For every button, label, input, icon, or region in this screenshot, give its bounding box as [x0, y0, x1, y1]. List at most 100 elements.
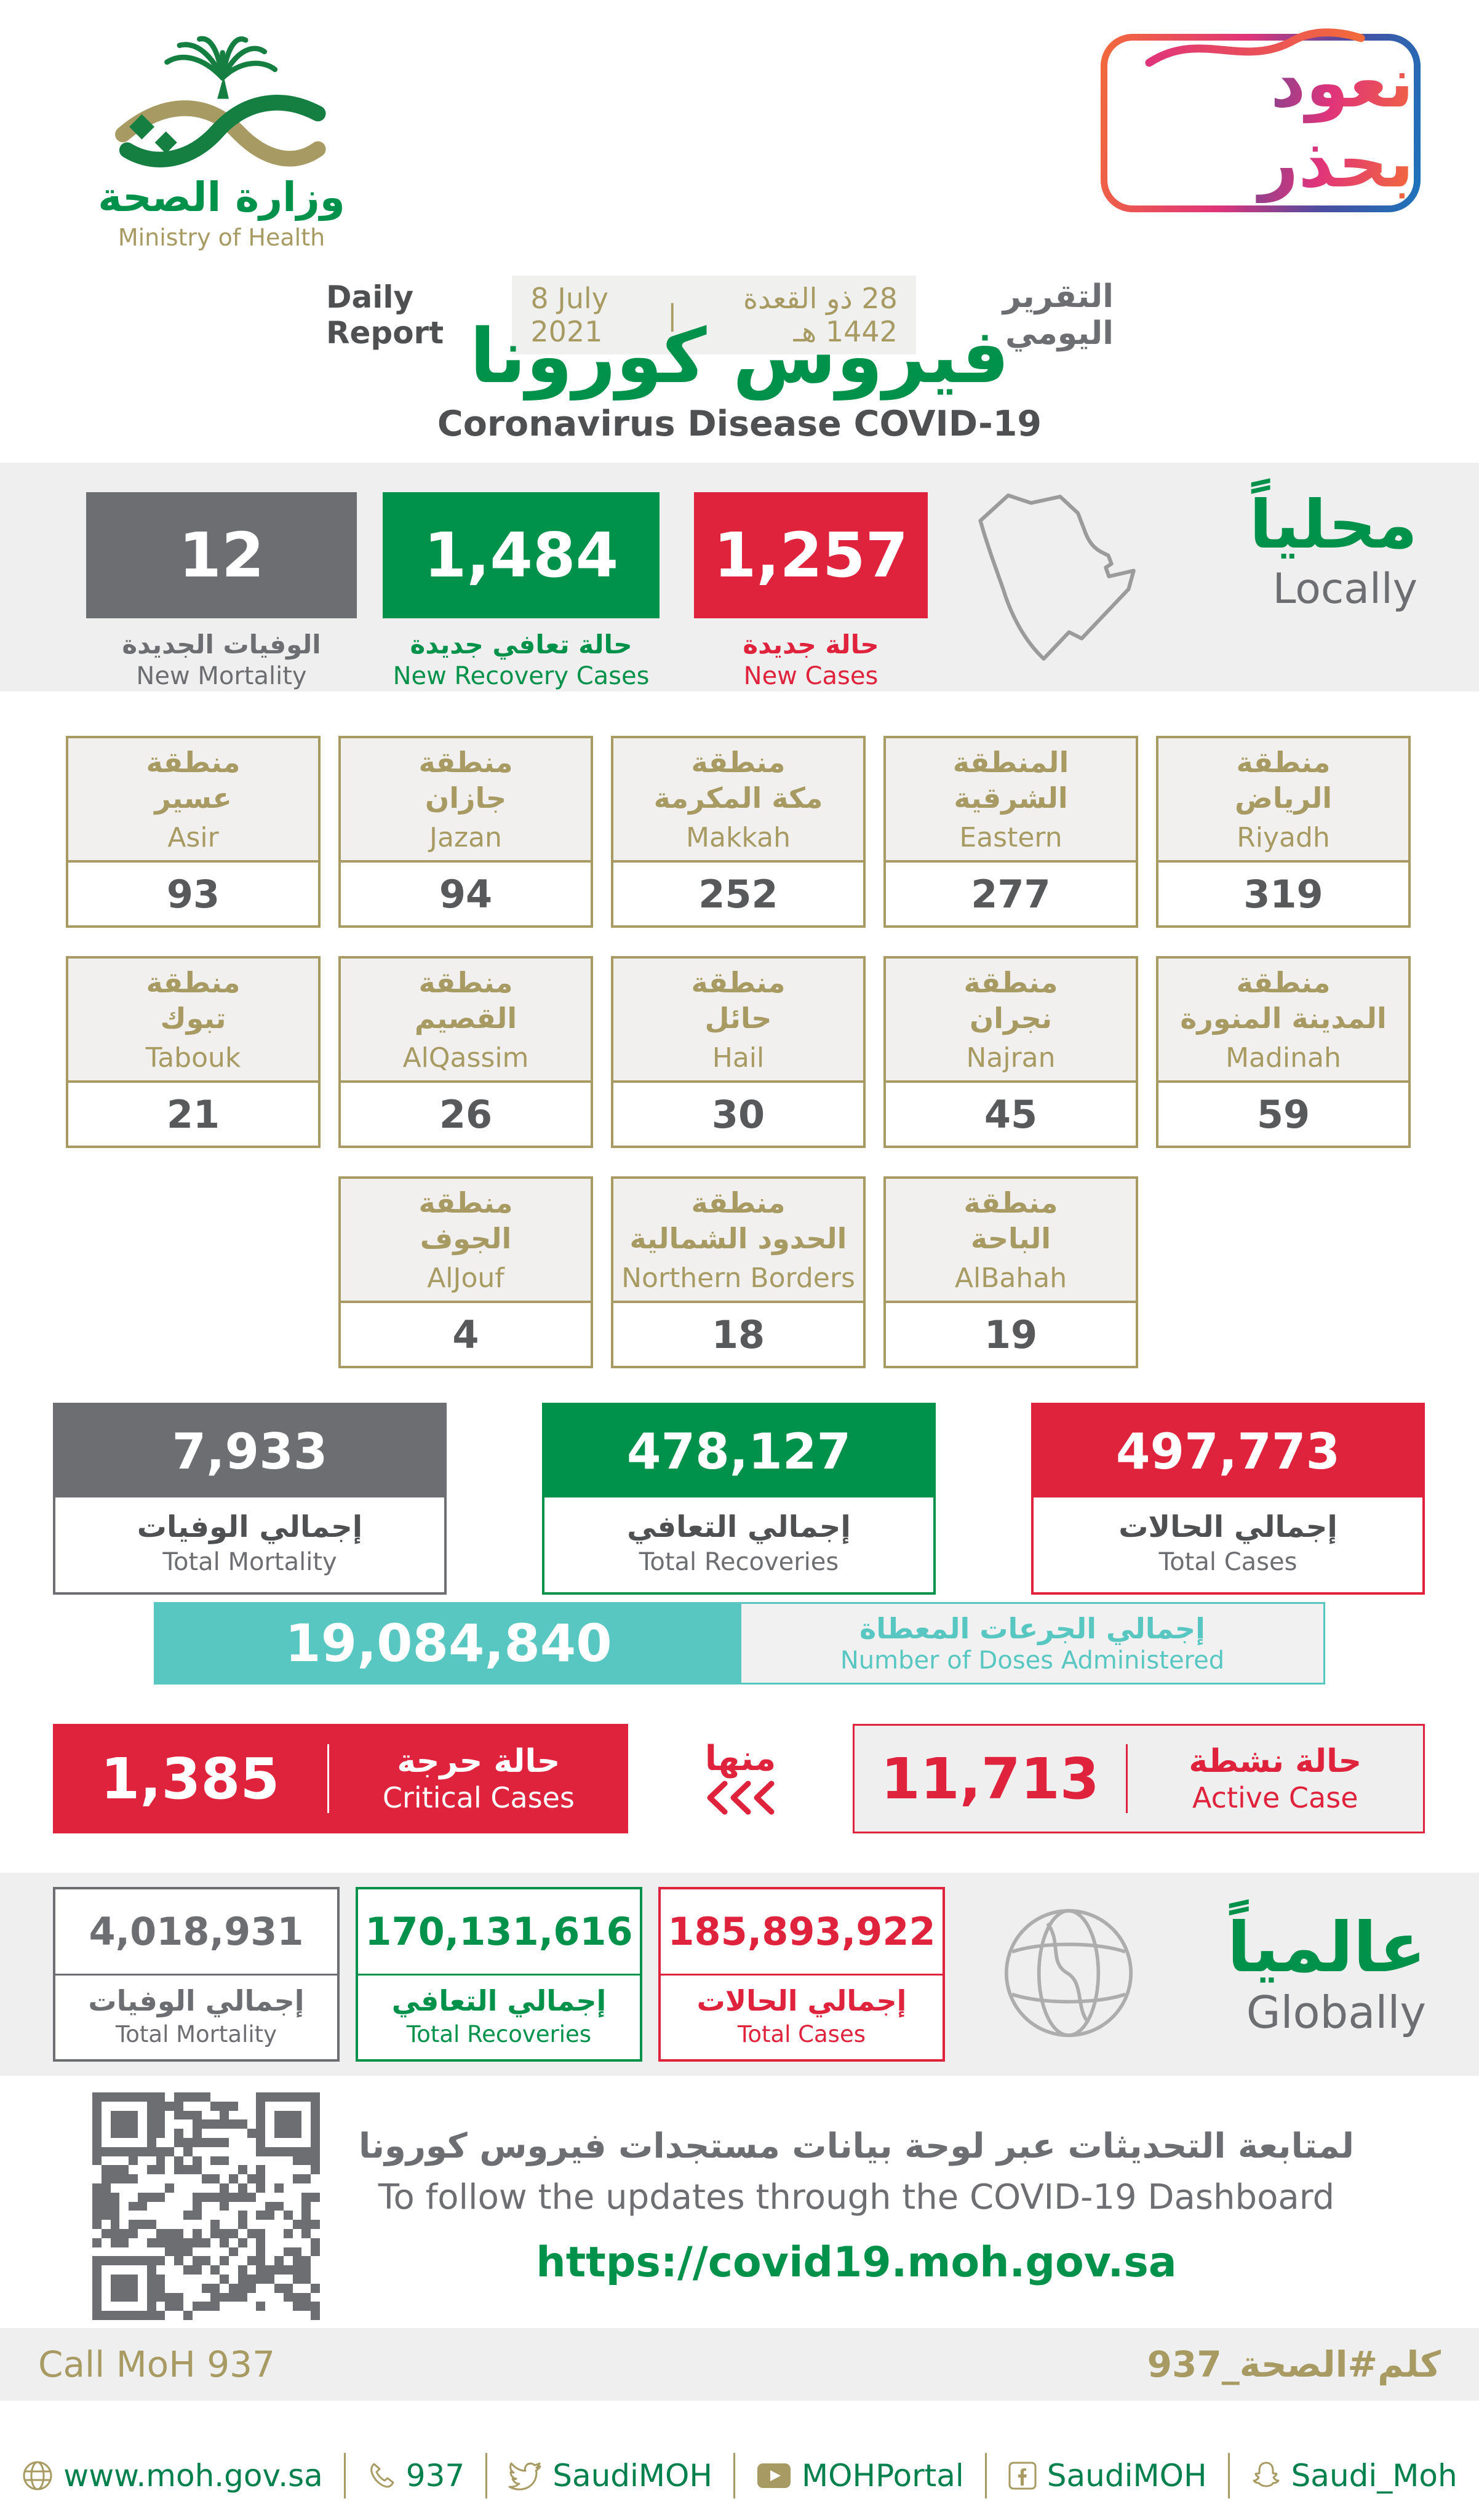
new-recovery-value-box: 1,484 — [383, 492, 660, 618]
region-value: 277 — [886, 863, 1136, 925]
new-cases-label-ar: حالة جديدة — [743, 629, 879, 660]
region-card-aljouf: منطقة الجوف AlJouf 4 — [338, 1176, 593, 1368]
region-value: 18 — [613, 1303, 863, 1366]
region-header: منطقة الحدود الشمالية Northern Borders — [613, 1179, 863, 1303]
region-ar-line2: الشرقية — [954, 781, 1068, 815]
region-card-najran: منطقة نجران Najran 45 — [883, 956, 1138, 1148]
globe-icon — [22, 2460, 54, 2492]
dashboard-url-link[interactable]: https://covid19.moh.gov.sa — [536, 2238, 1177, 2287]
region-header: منطقة تبوك Tabouk — [68, 959, 318, 1083]
dashboard-section: لمتابعة التحديثات عبر لوحة بيانات مستجدا… — [0, 2089, 1479, 2323]
logo-title-english: Ministry of Health — [118, 223, 325, 251]
gregorian-date: 8 July 2021 — [530, 282, 608, 348]
region-value: 319 — [1158, 863, 1408, 925]
new-cases-value-box: 1,257 — [694, 492, 928, 618]
divider — [1125, 1744, 1128, 1813]
region-ar-line2: الحدود الشمالية — [629, 1221, 847, 1255]
region-ar-line1: منطقة — [418, 1186, 513, 1219]
region-ar-line1: منطقة — [963, 1186, 1058, 1219]
total-recoveries-box: 478,127 إجمالي التعافي Total Recoveries — [542, 1403, 936, 1595]
region-header: منطقة الجوف AlJouf — [341, 1179, 591, 1303]
total-recoveries-value: 478,127 — [544, 1405, 933, 1497]
of-which-indicator: منها — [673, 1739, 808, 1819]
twitter-label: SaudiMOH — [552, 2458, 713, 2494]
critical-active-row: 1,385 حالة حرجة Critical Cases منها 11 — [53, 1720, 1425, 1837]
critical-cases-box: 1,385 حالة حرجة Critical Cases — [53, 1724, 628, 1833]
region-en: Makkah — [686, 822, 791, 853]
twitter-link[interactable]: SaudiMOH — [508, 2458, 712, 2494]
new-mortality-label-en: New Mortality — [136, 662, 307, 690]
facebook-label: SaudiMOH — [1046, 2458, 1207, 2494]
divider — [984, 2453, 987, 2498]
region-ar-line2: مكة المكرمة — [653, 781, 823, 815]
region-ar-line1: منطقة — [418, 966, 513, 999]
active-case-label-en: Active Case — [1192, 1781, 1358, 1814]
region-ar-line1: منطقة — [691, 746, 786, 779]
region-ar-line2: الرياض — [1234, 781, 1333, 815]
daily-report-label-ar: التقرير اليومي — [1002, 278, 1114, 352]
badge-text: نعود بحذر — [1107, 43, 1414, 203]
global-recoveries-value: 170,131,616 — [358, 1889, 640, 1976]
locally-heading: محلياً Locally — [1250, 487, 1417, 613]
total-mortality-label-ar: إجمالي الوفيات — [137, 1510, 363, 1544]
region-card-madinah: منطقة المدينة المنورة Madinah 59 — [1156, 956, 1411, 1148]
region-card-asir: منطقة عسير Asir 93 — [66, 736, 321, 928]
region-header: منطقة حائل Hail — [613, 959, 863, 1083]
dashboard-note-ar: لمتابعة التحديثات عبر لوحة بيانات مستجدا… — [358, 2126, 1355, 2166]
footer-bar: Call MoH 937 كلم#الصحة_937 — [0, 2328, 1479, 2401]
new-cases-stat: 1,257 حالة جديدة New Cases — [694, 463, 928, 690]
region-header: منطقة جازان Jazan — [341, 738, 591, 863]
globally-heading-en: Globally — [1246, 1986, 1426, 2038]
phone-link[interactable]: 937 — [367, 2458, 464, 2494]
call-moh-label: Call MoH 937 — [38, 2343, 275, 2385]
logo-title-arabic: وزارة الصحة — [98, 173, 345, 221]
divider — [485, 2453, 488, 2498]
global-cases-label-en: Total Cases — [738, 2021, 866, 2048]
region-en: Jazan — [429, 822, 502, 853]
region-card-jazan: منطقة جازان Jazan 94 — [338, 736, 593, 928]
region-en: Tabouk — [145, 1042, 241, 1074]
snapchat-link[interactable]: Saudi_Moh — [1251, 2458, 1457, 2494]
region-header: المنطقة الشرقية Eastern — [886, 738, 1136, 863]
region-value: 26 — [341, 1083, 591, 1146]
twitter-icon — [508, 2460, 543, 2491]
minha-label: منها — [704, 1738, 776, 1779]
critical-cases-label-en: Critical Cases — [382, 1781, 575, 1814]
region-value: 4 — [341, 1303, 591, 1366]
region-ar-line2: نجران — [969, 1001, 1053, 1035]
region-value: 21 — [68, 1083, 318, 1146]
region-value: 59 — [1158, 1083, 1408, 1146]
new-recovery-label-en: New Recovery Cases — [393, 662, 650, 690]
website-link[interactable]: www.moh.gov.sa — [22, 2458, 323, 2494]
locally-section: 12 الوفيات الجديدة New Mortality 1,484 ح… — [0, 463, 1479, 692]
region-ar-line1: منطقة — [418, 746, 513, 779]
new-recovery-value: 1,484 — [423, 519, 619, 591]
new-recovery-stat: 1,484 حالة تعافي جديدة New Recovery Case… — [383, 463, 660, 690]
region-en: Najran — [966, 1042, 1056, 1074]
region-ar-line2: المدينة المنورة — [1180, 1001, 1387, 1035]
total-mortality-label-en: Total Mortality — [162, 1548, 337, 1576]
region-ar-line1: منطقة — [146, 966, 241, 999]
youtube-link[interactable]: MOHPortal — [756, 2458, 964, 2494]
total-mortality-value: 7,933 — [55, 1405, 444, 1497]
totals-row: 7,933 إجمالي الوفيات Total Mortality 478… — [53, 1403, 1425, 1595]
facebook-link[interactable]: SaudiMOH — [1008, 2458, 1207, 2494]
youtube-icon — [756, 2462, 792, 2489]
page-title-english: Coronavirus Disease COVID-19 — [437, 404, 1042, 444]
snapchat-icon — [1251, 2460, 1282, 2491]
badge-swoosh-icon — [1144, 26, 1366, 74]
global-recoveries-box: 170,131,616 إجمالي التعافي Total Recover… — [356, 1887, 642, 2062]
new-mortality-label-ar: الوفيات الجديدة — [122, 629, 321, 660]
region-value: 252 — [613, 863, 863, 925]
divider — [327, 1744, 329, 1813]
doses-administered-bar: 19,084,840 إجمالي الجرعات المعطاة Number… — [154, 1602, 1325, 1685]
total-mortality-box: 7,933 إجمالي الوفيات Total Mortality — [53, 1403, 447, 1595]
globally-heading-ar: عالمياً — [1227, 1908, 1426, 1988]
critical-cases-label-ar: حالة حرجة — [397, 1743, 560, 1780]
phone-icon — [367, 2461, 396, 2490]
global-mortality-label-en: Total Mortality — [115, 2021, 277, 2048]
regions-grid: منطقة عسير Asir 93 منطقة جازان Jazan 94 … — [66, 736, 1413, 1368]
doses-label-en: Number of Doses Administered — [840, 1646, 1225, 1675]
region-ar-line1: منطقة — [963, 966, 1058, 999]
dashboard-note-en: To follow the updates through the COVID-… — [378, 2177, 1335, 2217]
